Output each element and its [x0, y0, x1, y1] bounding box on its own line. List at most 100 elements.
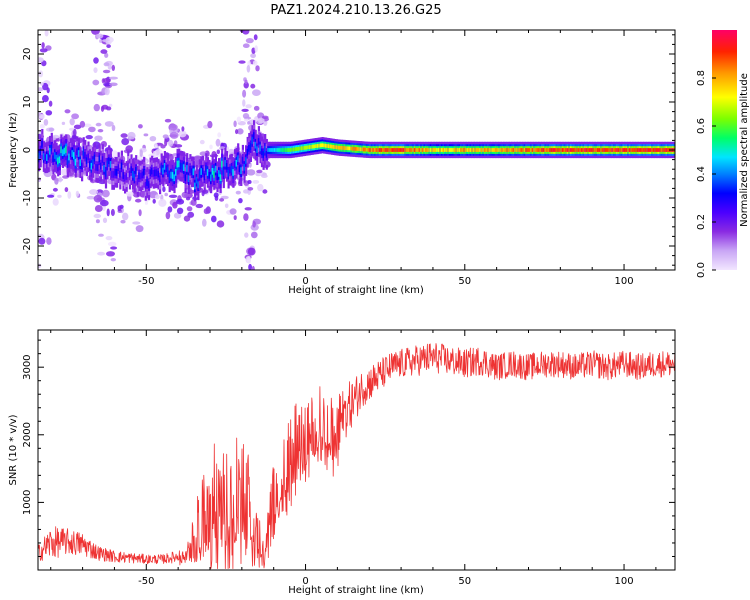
spectrogram-ridge-cell: [241, 156, 244, 164]
spectrogram-ridge-cell: [101, 156, 104, 163]
spectrogram-ridge-cell: [624, 148, 627, 152]
spectrogram-ridge-cell: [385, 148, 388, 152]
spectrogram-ridge-cell: [230, 165, 233, 173]
spectrogram-noise-blob: [154, 143, 158, 148]
spectrogram-ridge-cell: [335, 145, 338, 150]
spectrogram-noise-blob: [215, 138, 221, 147]
spectrogram-ridge-cell: [654, 148, 657, 152]
spectrogram-ridge-cell: [337, 145, 340, 150]
spectrogram-noise-blob: [89, 189, 99, 195]
spectrogram-ridge-cell: [498, 148, 501, 152]
spectrogram-noise-blob: [120, 219, 126, 224]
spectrogram-ridge-cell: [139, 172, 143, 180]
spectrogram-ridge-cell: [294, 147, 297, 152]
spectrogram-ridge-cell: [657, 148, 660, 152]
spectrogram-ridge-cell: [119, 170, 122, 178]
spectrogram-ridge-cell: [205, 165, 208, 172]
spectrogram-ridge-cell: [173, 174, 176, 182]
spectrogram-ridge-cell: [323, 143, 326, 148]
spectrogram-ridge-cell: [472, 148, 475, 152]
spectrogram-ridge-cell: [211, 168, 214, 175]
colorbar-tick-label: 0.0: [696, 262, 707, 278]
spectrogram-noise-blob: [121, 138, 130, 146]
spectrogram-ridge-cell: [482, 148, 485, 152]
spectrogram-ridge-cell: [197, 181, 200, 189]
spectrogram-ridge-cell: [58, 156, 61, 164]
spectrogram-noise-blob: [143, 133, 149, 137]
spectrogram-noise-blob: [105, 106, 112, 111]
spectrogram-ridge-cell: [353, 146, 356, 151]
spectrogram-ridge-cell: [558, 148, 561, 152]
spectrogram-ridge-cell: [587, 148, 590, 152]
spectrogram-noise-blob: [93, 213, 102, 219]
spectrogram-ridge-cell: [257, 138, 260, 145]
spectrogram-noise-blob: [164, 192, 168, 197]
spectrogram-noise-blob: [127, 131, 136, 140]
spectrogram-ridge-cell: [95, 164, 98, 171]
spectrogram-noise-blob: [42, 95, 49, 103]
spectrogram-ridge-cell: [378, 148, 381, 152]
spectrogram-ridge-cell: [47, 153, 50, 161]
snr-panel: -50 0 50 100 1000 2000 3000 Height of straigh…: [8, 329, 676, 596]
spectrogram-ridge-cell: [141, 171, 144, 179]
spectrogram-ridge-cell: [417, 148, 420, 152]
spectrogram-ridge-cell: [514, 148, 517, 152]
y-tick-label: 0: [22, 147, 33, 153]
spectrogram-ridge-cell: [73, 152, 76, 159]
spectrogram-ridge-cell: [370, 148, 373, 152]
spectrogram-ridge-cell: [128, 170, 131, 178]
spectrogram-ridge-cell: [108, 157, 111, 164]
spectrogram-ridge-cell: [509, 148, 512, 152]
spectrogram-ridge-cell: [253, 132, 256, 139]
spectrogram-noise-blob: [46, 237, 52, 245]
spectrogram-ridge-cell: [415, 148, 418, 152]
spectrogram-ridge-cell: [46, 154, 49, 161]
spectrogram-ridge-cell: [546, 148, 549, 152]
spectrogram-noise-blob: [248, 263, 252, 270]
spectrogram-noise-blob: [42, 82, 49, 91]
spectrogram-ridge-cell: [410, 148, 413, 152]
spectrogram-noise-blob: [61, 121, 66, 125]
spectrogram-noise-blob: [45, 127, 55, 132]
spectrogram-ridge-cell: [394, 148, 397, 152]
spectrogram-ridge-cell: [569, 148, 573, 152]
spectrogram-noise-blob: [194, 155, 202, 159]
spectrogram-ridge-cell: [450, 148, 453, 152]
spectrogram-ridge-cell: [638, 148, 641, 152]
spectrogram-ridge-cell: [143, 168, 146, 176]
spectrogram-ridge-cell: [589, 148, 592, 152]
spectrogram-noise-blob: [109, 76, 118, 80]
spectrogram-ridge-cell: [458, 148, 461, 152]
spectrogram-ridge-cell: [397, 148, 401, 152]
spectrogram-noise-blob: [103, 62, 110, 67]
spectrogram-ridge-cell: [260, 148, 264, 156]
spectrogram-ridge-cell: [296, 147, 299, 151]
spectrogram-ridge-cell: [38, 152, 41, 160]
spectrogram-ridge-cell: [232, 169, 235, 176]
spectrogram-ridge-cell: [286, 148, 289, 152]
y-tick-label: 3000: [22, 354, 33, 379]
spectrogram-noise-blob: [48, 100, 53, 107]
x-tick-label: 50: [458, 576, 471, 587]
spectrogram-noise-blob: [75, 190, 80, 197]
spectrogram-ridge-cell: [542, 148, 545, 152]
spectrogram-ridge-cell: [259, 144, 262, 152]
spectrogram-ridge-cell: [181, 163, 184, 170]
spectrogram-ridge-cell: [208, 171, 211, 179]
spectrogram-ridge-cell: [133, 173, 136, 181]
spectrogram-ridge-cell: [327, 144, 330, 148]
spectrogram-noise-blob: [158, 198, 167, 207]
spectrogram-ridge-cell: [431, 148, 434, 152]
spectrogram-ridge-cell: [248, 145, 251, 152]
spectrogram-ridge-cell: [210, 174, 213, 182]
spectrogram-ridge-cell: [463, 148, 466, 152]
spectrogram-ridge-cell: [130, 166, 133, 173]
spectrogram-noise-blob: [109, 103, 113, 107]
spectrogram-ridge-cell: [565, 148, 568, 152]
spectrogram-ridge-cell: [291, 147, 294, 152]
spectrogram-noise-blob: [104, 52, 109, 58]
spectrogram-ridge-cell: [350, 146, 353, 151]
spectrogram-ridge-cell: [380, 148, 383, 152]
spectrogram-noise-blob: [178, 130, 187, 138]
spectrogram-ridge-cell: [507, 148, 510, 152]
